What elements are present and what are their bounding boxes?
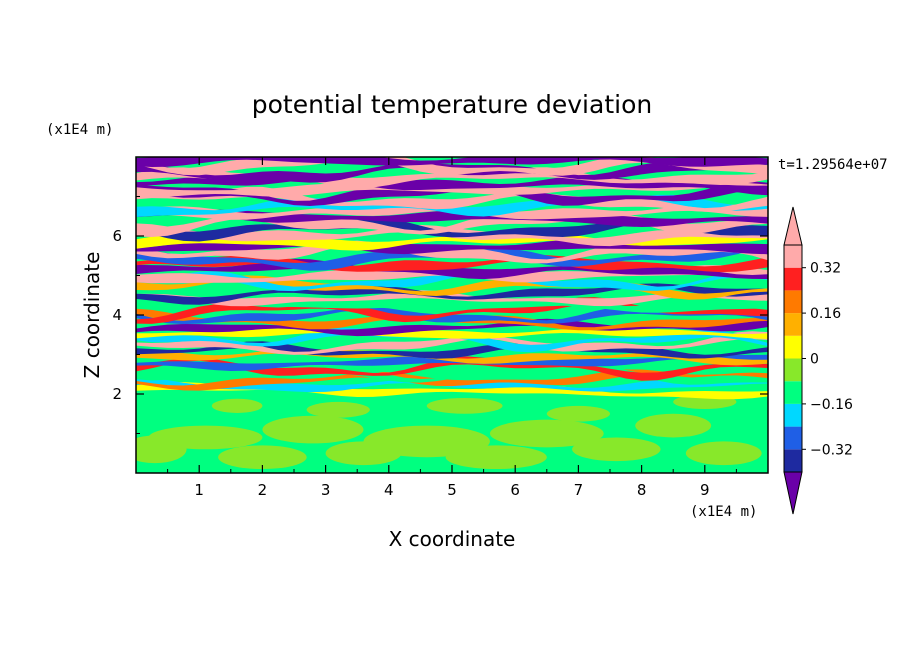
colorbar-tick-label: −0.32 [810,442,853,458]
contour-band [136,297,768,324]
colorbar-tick-label: 0.16 [810,306,841,322]
colorbar-segment [784,381,802,404]
contour-region [635,413,712,438]
contour-band [136,306,768,325]
colorbar-segment [784,449,802,472]
colorbar-segment [784,426,802,450]
contour-band [136,369,768,391]
y-tick-label: 2 [112,385,122,403]
time-label: t=1.29564e+07 [778,157,888,173]
contour-band [136,255,768,273]
colorbar-upper-extension [783,206,803,246]
plot-area [136,157,768,473]
colorbar-lower-extension [783,471,803,515]
colorbar-segment [784,313,802,336]
contour-band [136,354,768,371]
colorbar-segment [784,358,802,382]
colorbar: 0.32 0.16 0 −0.16 −0.32 [783,206,853,515]
contour-band [136,203,768,220]
contour-region [546,405,611,422]
contour-band [136,186,768,212]
x-tick-label: 2 [258,481,268,499]
contour-region [262,415,364,444]
x-tick-label: 5 [447,481,457,499]
contour-region [489,419,604,448]
x-axis-title: X coordinate [389,527,516,551]
contour-region [306,401,370,418]
contour-region [211,398,263,413]
colorbar-segment [784,403,802,427]
contour-region [572,437,661,462]
colorbar-tick-label: −0.16 [810,397,853,413]
contour-band [136,167,768,189]
x-unit-label: (x1E4 m) [690,504,757,520]
contour-band [136,275,768,300]
contour-band [136,270,768,292]
contour-region [445,445,547,470]
x-tick-label: 1 [194,481,204,499]
x-tick-label: 6 [510,481,520,499]
x-tick-label: 9 [700,481,710,499]
contour-region [426,397,503,414]
x-tick-label: 4 [384,481,394,499]
contour-band [136,318,768,337]
contour-region [148,425,263,450]
colorbar-segment [784,267,802,291]
y-tick-label: 6 [112,227,122,245]
colorbar-tick-label: 0.32 [810,261,841,277]
y-tick-label: 4 [112,306,122,324]
contour-band [136,356,768,381]
contour-band [136,283,768,305]
x-tick-label: 7 [574,481,584,499]
contour-band [136,382,768,400]
contour-band [136,181,768,206]
x-tick-label: 8 [637,481,647,499]
axis-ticks: 1 2 3 4 5 6 7 8 9 2 4 6 [112,157,768,499]
colorbar-segment [784,335,802,359]
colorbar-segment [784,245,802,268]
colorbar-segment [784,290,802,314]
contour-band [136,244,768,271]
y-unit-label: (x1E4 m) [46,122,113,138]
contour-region [363,425,490,458]
x-tick-label: 3 [321,481,331,499]
colorbar-tick-label: 0 [810,352,819,368]
field-layers [136,157,768,470]
contour-region [685,441,762,466]
y-axis-title: Z coordinate [80,252,104,379]
contour-region [218,445,307,470]
chart-title: potential temperature deviation [252,90,652,119]
